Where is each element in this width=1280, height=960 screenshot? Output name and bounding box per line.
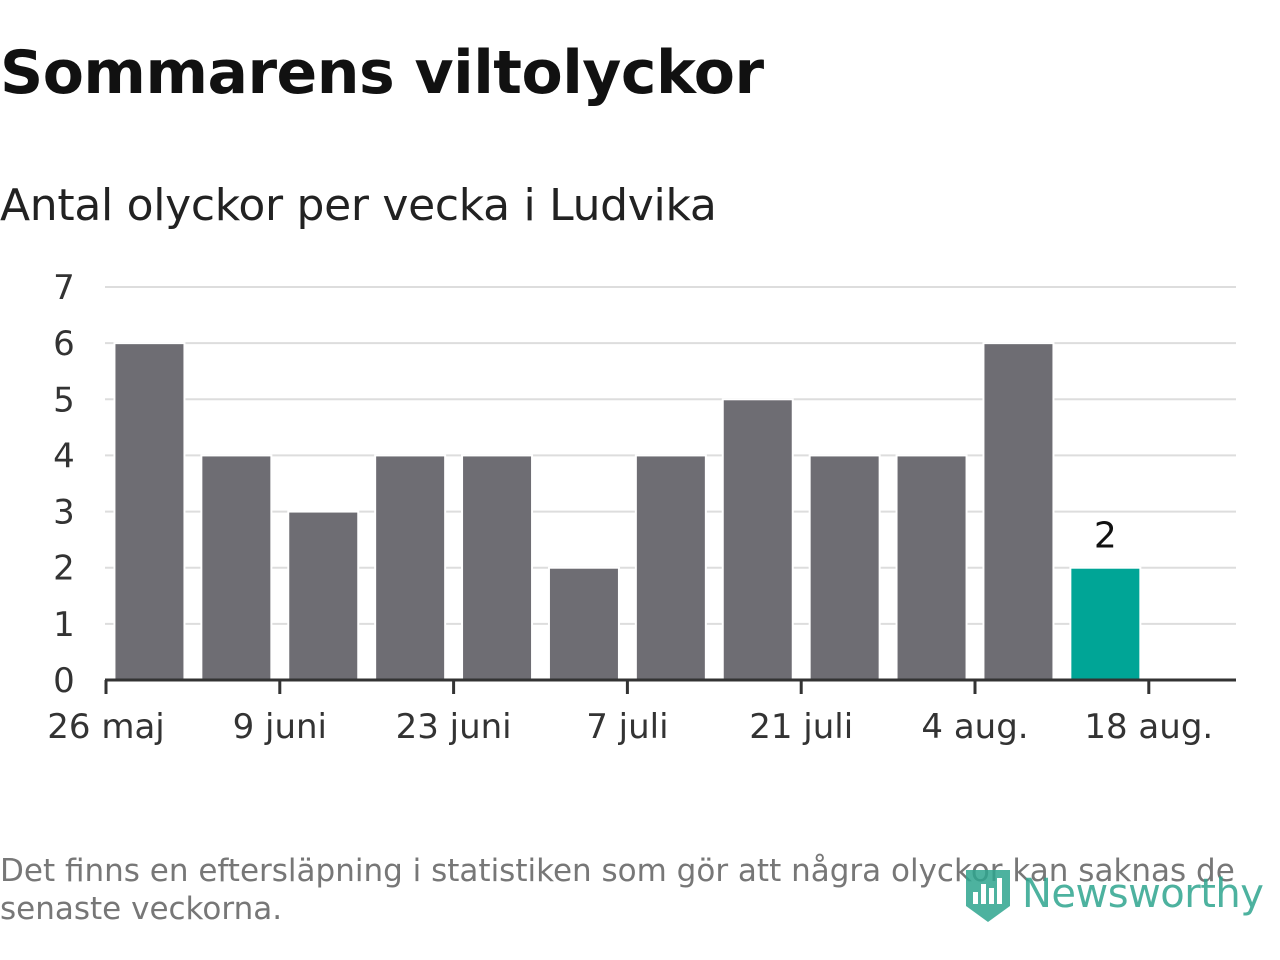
- x-tick-label: 9 juni: [233, 707, 327, 747]
- newsworthy-logo: Newsworthy: [962, 862, 1264, 926]
- x-axis: [104, 678, 1236, 694]
- footnote: Det finns en eftersläpning i statistiken…: [0, 853, 1235, 927]
- y-axis-labels: 0 1 2 3 4 5 6 7: [53, 268, 75, 701]
- bar: [634, 454, 707, 681]
- logo-text: Newsworthy: [1022, 871, 1264, 917]
- y-tick-label: 0: [53, 661, 75, 701]
- bar: [547, 566, 620, 682]
- bar: [895, 454, 968, 681]
- bar: [113, 342, 186, 681]
- bar: [200, 454, 273, 681]
- x-tick-label: 21 juli: [749, 707, 853, 747]
- y-tick-label: 4: [53, 436, 75, 476]
- y-tick-label: 2: [53, 549, 75, 589]
- bar-chart: 0 1 2 3 4 5 6 7 26 maj 9 juni 23 juni 7 juli 21 jul…: [47, 268, 1236, 747]
- chart-subtitle: Antal olyckor per vecka i Ludvika: [0, 180, 717, 231]
- bar: [287, 510, 360, 682]
- bar: [374, 454, 447, 681]
- y-tick-label: 6: [53, 324, 75, 364]
- y-tick-label: 7: [53, 268, 75, 308]
- chart-title: Sommarens viltolyckor: [0, 38, 764, 108]
- y-tick-label: 1: [53, 605, 75, 645]
- x-tick-label: 26 maj: [47, 707, 164, 747]
- bar: [461, 454, 534, 681]
- bar: [808, 454, 881, 681]
- x-tick-label: 4 aug.: [921, 707, 1028, 747]
- y-tick-label: 3: [53, 493, 75, 533]
- bar: [982, 342, 1055, 681]
- data-label-highlight: 2: [1094, 516, 1117, 557]
- data-labels: 2: [1094, 516, 1117, 557]
- x-tick-label: 7 juli: [586, 707, 668, 747]
- bars: [113, 342, 1142, 682]
- x-tick-label: 18 aug.: [1084, 707, 1213, 747]
- logo-icon: [966, 870, 1010, 922]
- bar-highlighted: [1069, 566, 1142, 682]
- y-tick-label: 5: [53, 380, 75, 420]
- x-axis-labels: 26 maj 9 juni 23 juni 7 juli 21 juli 4 aug. 18…: [47, 707, 1213, 747]
- bar: [721, 398, 794, 681]
- x-tick-label: 23 juni: [396, 707, 512, 747]
